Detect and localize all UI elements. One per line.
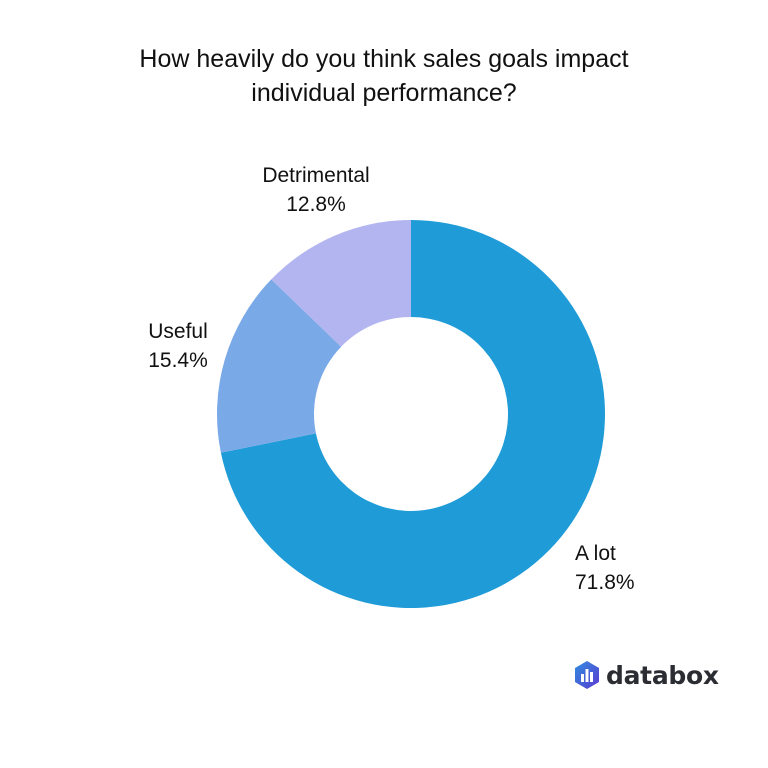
slice-label-detrimental: Detrimental [262,164,369,187]
title-line-2: individual performance? [251,79,517,107]
slice-label-useful: Useful [148,320,208,343]
chart-title: How heavily do you think sales goals imp… [0,42,768,110]
title-line-1: How heavily do you think sales goals imp… [139,45,629,73]
databox-logo-icon [575,661,599,689]
databox-logo: databox [574,660,719,690]
slice-useful [217,279,342,453]
brand-name: databox [606,660,719,690]
slice-value-useful: 15.4% [148,349,208,372]
slice-value-detrimental: 12.8% [286,193,346,216]
slice-detrimental [271,220,411,347]
slice-a-lot [220,220,605,608]
slice-label-a-lot: A lot [575,542,616,565]
slice-value-a-lot: 71.8% [575,571,635,594]
